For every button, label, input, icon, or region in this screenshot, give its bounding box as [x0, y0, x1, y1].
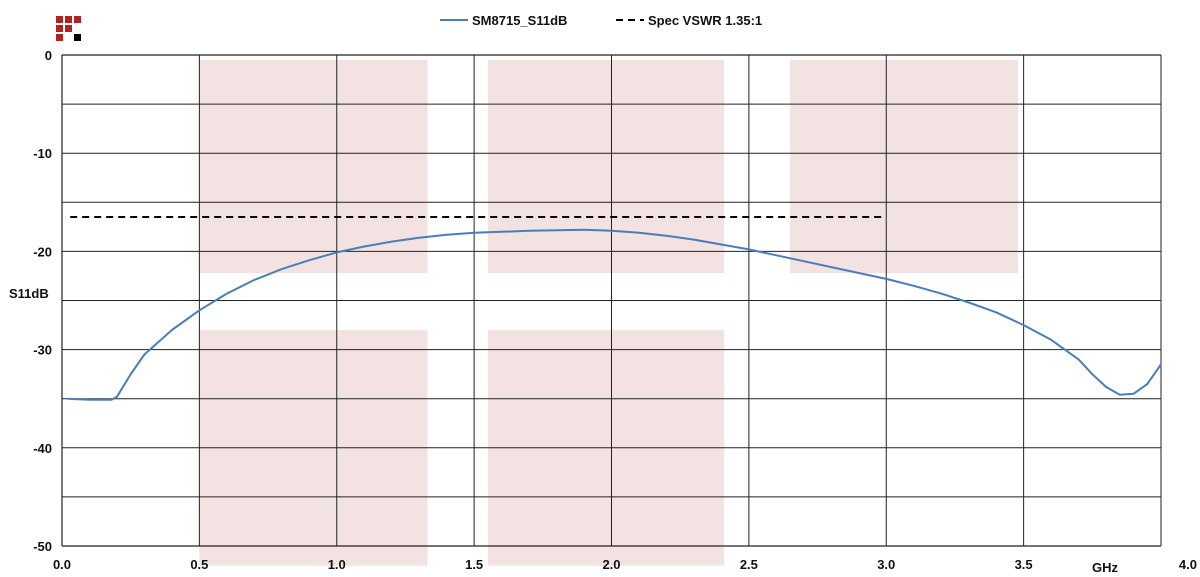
logo-square [74, 34, 81, 41]
logo-square [56, 34, 63, 41]
x-tick-label: 0.0 [53, 557, 71, 572]
logo-square [56, 16, 63, 23]
y-tick-label: 0 [45, 48, 52, 63]
y-tick-label: -20 [33, 244, 52, 259]
legend-label-spec: Spec VSWR 1.35:1 [648, 13, 762, 28]
y-axis-label: S11dB [9, 286, 49, 301]
x-tick-label: 2.0 [602, 557, 620, 572]
x-tick-label: 1.0 [328, 557, 346, 572]
tick-labels: 0 -10 -20 -30 -40 -500.0 0.5 1.0 1.5 2.0 2.5 3.0 3.5… [33, 48, 1197, 572]
shaded-bands [199, 59, 1019, 566]
series-line-sm8715 [67, 228, 1162, 401]
y-tick-label: -10 [33, 146, 52, 161]
data-series [67, 216, 1162, 401]
x-tick-label: 3.0 [877, 557, 895, 572]
gridlines [62, 55, 1162, 546]
x-tick-label: 2.5 [740, 557, 758, 572]
y-tick-label: -30 [33, 343, 52, 358]
x-tick-label: 4.0 [1179, 557, 1197, 572]
logo-square [56, 25, 63, 32]
logo-square [65, 25, 72, 32]
y-tick-label: -50 [33, 539, 52, 554]
x-axis-label: GHz [1092, 560, 1119, 575]
shaded-band-3 [790, 59, 1019, 274]
shaded-band-2 [487, 59, 725, 274]
x-tick-label: 1.5 [465, 557, 483, 572]
logo-square [65, 16, 72, 23]
logo-square [74, 16, 81, 23]
legend-label-series: SM8715_S11dB [472, 13, 567, 28]
x-tick-label: 3.5 [1015, 557, 1033, 572]
x-tick-label: 0.5 [190, 557, 208, 572]
shaded-band-1 [199, 59, 428, 274]
y-tick-label: -40 [33, 441, 52, 456]
axes [61, 54, 1161, 547]
legend: SM8715_S11dB Spec VSWR 1.35:1 [440, 13, 762, 28]
brand-logo-icon [56, 16, 81, 41]
